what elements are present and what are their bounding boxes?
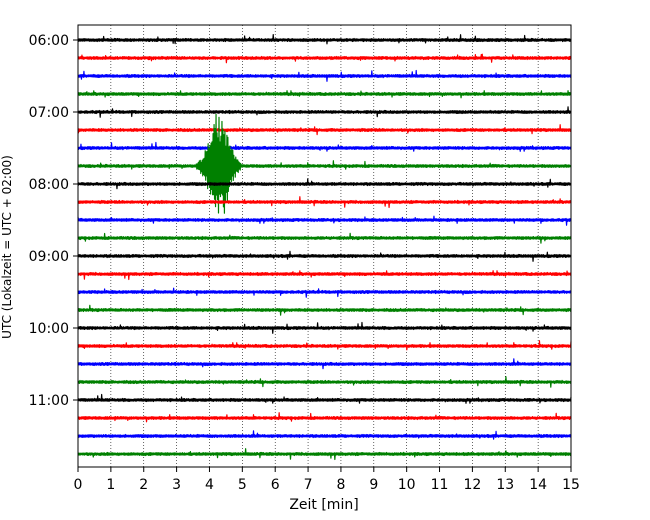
trace-1130: [77, 430, 572, 440]
trace-0800: [77, 178, 572, 190]
trace-1115: [77, 412, 572, 423]
trace-0945: [77, 304, 572, 316]
seismic-traces: [77, 34, 572, 461]
x-tick-label: 1: [106, 477, 115, 493]
x-tick-label: 11: [431, 477, 449, 493]
x-axis-ticks: 0 1 2 3 4 5 6 7 8 9 10 11 12 13 14 15: [74, 467, 580, 493]
trace-1045: [77, 376, 572, 388]
x-tick-label: 15: [562, 477, 580, 493]
trace-0715: [77, 124, 572, 136]
y-tick-label: 09:00: [29, 249, 69, 265]
plot-frame: [77, 24, 572, 468]
trace-1100: [77, 393, 572, 404]
y-tick-label: 08:00: [29, 177, 69, 193]
x-tick-label: 9: [369, 477, 378, 493]
y-axis-ticks: 06:00 07:00 08:00 09:00 10:00 11:00: [29, 33, 78, 409]
trace-0830: [77, 215, 572, 226]
x-tick-label: 14: [529, 477, 547, 493]
x-tick-label: 4: [205, 477, 214, 493]
trace-0600: [77, 34, 572, 45]
trace-0930: [77, 287, 572, 298]
trace-1015: [77, 340, 572, 351]
x-axis-label: Zeit [min]: [289, 497, 358, 513]
y-tick-label: 07:00: [29, 105, 69, 121]
trace-0815: [77, 196, 572, 209]
trace-0730: [77, 141, 572, 152]
x-tick-label: 5: [238, 477, 247, 493]
x-tick-label: 13: [496, 477, 514, 493]
trace-0845: [77, 232, 572, 244]
x-tick-label: 7: [304, 477, 313, 493]
x-tick-label: 10: [398, 477, 416, 493]
trace-0900: [77, 250, 572, 262]
x-tick-label: 12: [463, 477, 481, 493]
trace-1000: [77, 321, 572, 334]
trace-0915: [77, 270, 572, 281]
trace-0645: [77, 90, 572, 99]
y-axis-label: UTC (Lokalzeit = UTC + 02:00): [0, 155, 14, 339]
trace-1145: [77, 448, 572, 461]
trace-0745: [77, 113, 572, 214]
trace-0615: [77, 53, 572, 64]
trace-0630: [77, 69, 572, 82]
x-tick-label: 3: [172, 477, 181, 493]
x-tick-label: 0: [74, 477, 83, 493]
y-tick-label: 11:00: [29, 393, 69, 409]
x-tick-label: 6: [271, 477, 280, 493]
y-tick-label: 06:00: [29, 33, 69, 49]
x-tick-label: 2: [139, 477, 148, 493]
x-tick-label: 8: [336, 477, 345, 493]
trace-1030: [77, 358, 572, 370]
trace-0700: [77, 106, 572, 118]
y-tick-label: 10:00: [29, 321, 69, 337]
